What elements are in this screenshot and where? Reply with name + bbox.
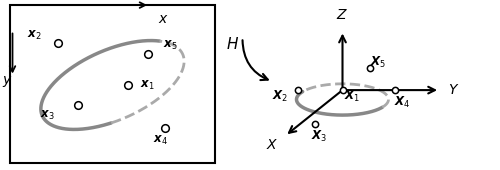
Text: $\boldsymbol{x}_2$: $\boldsymbol{x}_2$ bbox=[26, 29, 42, 42]
Text: $x$: $x$ bbox=[158, 12, 168, 26]
Text: $\boldsymbol{x}_3$: $\boldsymbol{x}_3$ bbox=[40, 109, 55, 122]
Text: $Z$: $Z$ bbox=[336, 8, 348, 22]
Text: $\boldsymbol{X}_3$: $\boldsymbol{X}_3$ bbox=[311, 129, 327, 143]
Text: $y$: $y$ bbox=[2, 74, 13, 89]
Text: $X$: $X$ bbox=[266, 138, 278, 152]
Text: $\boldsymbol{x}_4$: $\boldsymbol{x}_4$ bbox=[152, 134, 168, 147]
Text: $\boldsymbol{x}_1$: $\boldsymbol{x}_1$ bbox=[140, 78, 155, 92]
Text: $\boldsymbol{X}_2$: $\boldsymbol{X}_2$ bbox=[272, 89, 288, 104]
Text: $\boldsymbol{x}_5$: $\boldsymbol{x}_5$ bbox=[162, 39, 178, 53]
Text: $\boldsymbol{X}_5$: $\boldsymbol{X}_5$ bbox=[370, 55, 386, 70]
Text: $H$: $H$ bbox=[226, 36, 239, 52]
Text: $\boldsymbol{X}_4$: $\boldsymbol{X}_4$ bbox=[394, 95, 411, 109]
Text: $Y$: $Y$ bbox=[448, 83, 459, 97]
Text: $\boldsymbol{X}_1$: $\boldsymbol{X}_1$ bbox=[344, 89, 360, 104]
